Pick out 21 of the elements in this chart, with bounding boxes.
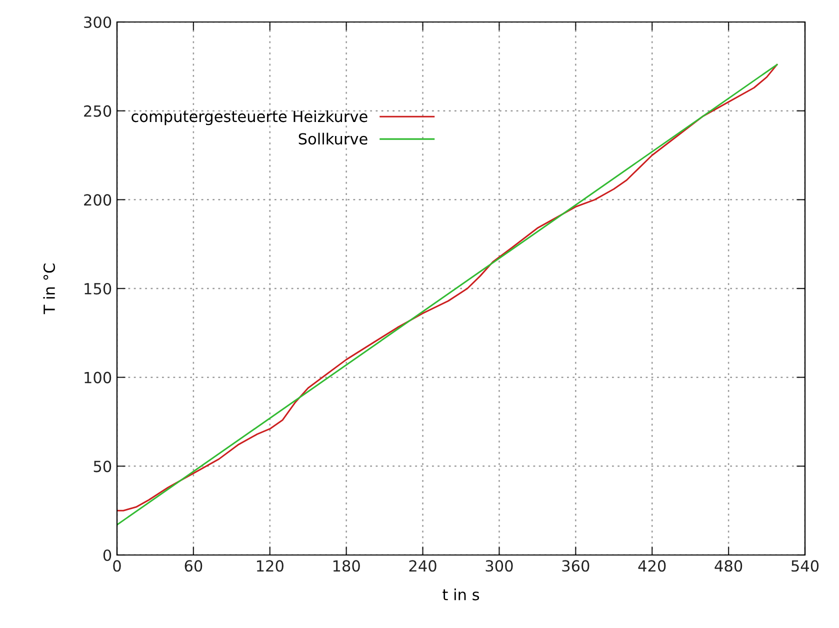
x-tick-label: 540 xyxy=(792,560,819,572)
legend-label: computergesteuerte Heizkurve xyxy=(132,110,368,126)
x-axis-title: t in s xyxy=(442,588,480,600)
x-tick-label: 120 xyxy=(256,560,284,572)
y-tick-label: 150 xyxy=(84,282,112,295)
x-tick-label: 0 xyxy=(113,560,121,572)
y-tick-label: 200 xyxy=(84,194,112,206)
x-tick-label: 300 xyxy=(486,560,513,572)
y-tick-label: 100 xyxy=(84,372,112,384)
y-tick-label: 250 xyxy=(84,105,112,117)
y-axis-title: T in °C xyxy=(43,264,56,314)
x-tick-label: 480 xyxy=(714,560,742,572)
x-tick-label: 360 xyxy=(562,560,590,572)
x-tick-label: 240 xyxy=(409,560,436,572)
y-tick-label: 300 xyxy=(84,16,112,28)
y-tick-label: 0 xyxy=(103,549,112,562)
x-tick-label: 60 xyxy=(184,560,202,572)
x-tick-label: 420 xyxy=(638,560,666,572)
legend-label: Sollkurve xyxy=(298,132,368,145)
x-tick-label: 180 xyxy=(333,560,360,572)
y-tick-label: 50 xyxy=(94,460,112,472)
